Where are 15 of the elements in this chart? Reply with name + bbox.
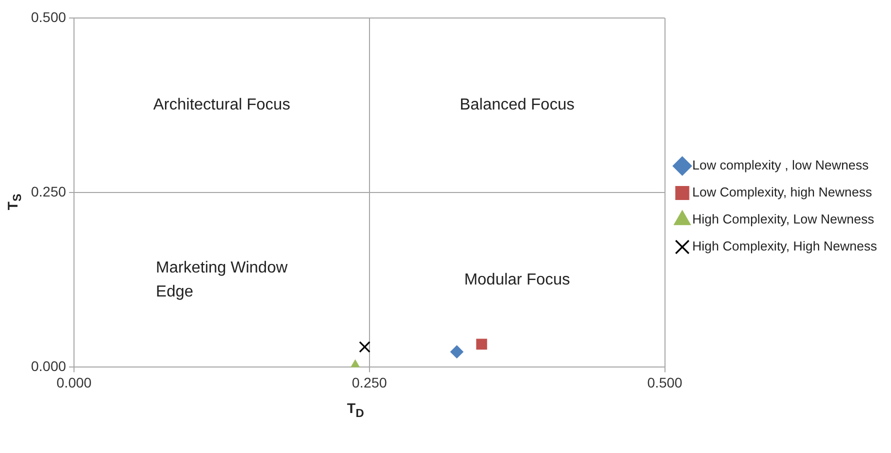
legend-label: High Complexity, High Newness	[692, 238, 878, 254]
annotation: Marketing Window Edge	[156, 259, 288, 300]
y-tick-label: 0.500	[30, 8, 66, 25]
annotation: Balanced Focus	[460, 96, 574, 114]
annotation: Architectural Focus	[153, 96, 290, 114]
legend-label: High Complexity, Low Newness	[692, 212, 875, 227]
x-tick-label: 0.000	[56, 374, 92, 390]
x-tick-label: 0.250	[352, 374, 388, 390]
legend-label: Low Complexity, high Newness	[692, 184, 872, 200]
annotation: Modular Focus	[464, 271, 570, 288]
y-tick-label: 0.000	[30, 358, 66, 374]
y-tick-label: 0.250	[30, 183, 66, 200]
x-tick-label: 0.500	[647, 374, 683, 390]
legend-label: Low complexity , low Newness	[692, 158, 870, 173]
x-axis-title: T$_{D}$	[347, 400, 364, 420]
